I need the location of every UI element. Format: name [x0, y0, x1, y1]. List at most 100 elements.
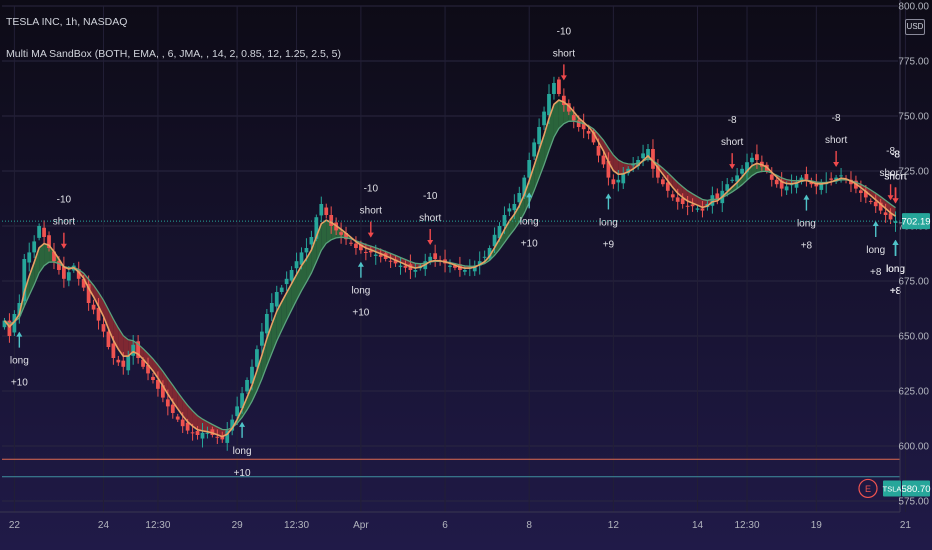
candle-body[interactable] — [393, 259, 398, 264]
candle-body[interactable] — [715, 193, 720, 200]
candle-body[interactable] — [784, 186, 789, 191]
candle-body[interactable] — [542, 111, 546, 126]
candle-body[interactable] — [264, 314, 269, 334]
candle-body[interactable] — [858, 190, 863, 193]
candle-body[interactable] — [730, 179, 735, 181]
indicator-title[interactable]: Multi MA SandBox (BOTH, EMA, , 6, JMA, ,… — [6, 48, 341, 60]
candle-body[interactable] — [180, 419, 185, 427]
candle-body[interactable] — [789, 184, 794, 186]
candle-body[interactable] — [591, 131, 596, 143]
candle-body[interactable] — [462, 270, 467, 272]
candle-body[interactable] — [22, 259, 27, 302]
candle-body[interactable] — [675, 197, 680, 202]
candle-body[interactable] — [725, 184, 730, 191]
candle-body[interactable] — [477, 261, 482, 266]
candle-body[interactable] — [136, 341, 141, 358]
candle-body[interactable] — [829, 178, 834, 180]
candle-body[interactable] — [616, 179, 621, 183]
candle-body[interactable] — [403, 265, 408, 268]
candle-body[interactable] — [448, 265, 452, 267]
candle-body[interactable] — [388, 260, 393, 262]
candle-body[interactable] — [156, 380, 160, 389]
candle-body[interactable] — [492, 234, 497, 247]
candle-body[interactable] — [651, 149, 655, 169]
candle-body[interactable] — [27, 252, 32, 263]
candle-body[interactable] — [324, 207, 329, 215]
candle-body[interactable] — [502, 215, 507, 226]
currency-button[interactable]: USD — [905, 19, 925, 35]
candle-body[interactable] — [250, 366, 254, 384]
candle-body[interactable] — [433, 253, 438, 259]
candle-body[interactable] — [586, 130, 591, 134]
candle-body[interactable] — [349, 242, 353, 244]
candle-body[interactable] — [96, 307, 101, 321]
candle-body[interactable] — [849, 179, 853, 185]
candle-body[interactable] — [576, 120, 581, 127]
candle-body[interactable] — [750, 157, 754, 163]
candle-body[interactable] — [294, 261, 299, 269]
candle-body[interactable] — [878, 202, 883, 211]
candle-body[interactable] — [17, 303, 22, 316]
candle-body[interactable] — [314, 217, 319, 239]
candle-body[interactable] — [245, 380, 249, 392]
candle-body[interactable] — [126, 355, 131, 371]
candle-body[interactable] — [631, 164, 636, 166]
symbol-title[interactable]: TESLA INC, 1h, NASDAQ — [6, 16, 128, 28]
candle-body[interactable] — [215, 436, 220, 438]
candle-body[interactable] — [106, 331, 111, 347]
candle-body[interactable] — [809, 181, 814, 185]
candle-body[interactable] — [641, 153, 645, 159]
candle-body[interactable] — [240, 393, 244, 409]
candle-body[interactable] — [690, 204, 695, 207]
candle-body[interactable] — [7, 320, 12, 336]
candle-body[interactable] — [428, 256, 433, 262]
earnings-badge[interactable] — [858, 478, 878, 499]
candle-body[interactable] — [497, 226, 502, 239]
candle-body[interactable] — [200, 432, 205, 439]
candle-body[interactable] — [512, 204, 517, 211]
candle-body[interactable] — [453, 265, 457, 268]
candle-body[interactable] — [205, 432, 210, 434]
candle-body[interactable] — [532, 142, 537, 157]
candle-body[interactable] — [819, 184, 824, 190]
candle-body[interactable] — [487, 248, 492, 259]
candle-body[interactable] — [398, 265, 403, 267]
candle-body[interactable] — [161, 385, 165, 398]
candle-body[interactable] — [482, 256, 487, 258]
candle-body[interactable] — [670, 194, 675, 198]
candle-body[interactable] — [621, 173, 626, 184]
candle-body[interactable] — [472, 265, 477, 272]
candle-body[interactable] — [527, 160, 532, 178]
candle-body[interactable] — [235, 406, 240, 417]
candle-body[interactable] — [284, 278, 289, 285]
candle-body[interactable] — [354, 243, 358, 248]
candle-body[interactable] — [769, 174, 774, 180]
candle-body[interactable] — [42, 227, 46, 237]
candle-body[interactable] — [606, 160, 611, 178]
candle-body[interactable] — [359, 244, 363, 251]
candle-body[interactable] — [146, 365, 150, 374]
candle-body[interactable] — [685, 205, 690, 207]
candle-body[interactable] — [596, 145, 601, 156]
candle-body[interactable] — [552, 83, 556, 94]
candle-body[interactable] — [255, 349, 259, 367]
candle-body[interactable] — [735, 175, 739, 182]
candle-body[interactable] — [304, 248, 309, 253]
candle-body[interactable] — [151, 376, 155, 380]
candle-body[interactable] — [101, 324, 106, 332]
candle-body[interactable] — [557, 79, 561, 94]
candles[interactable] — [2, 76, 898, 451]
candle-body[interactable] — [794, 182, 799, 188]
candle-body[interactable] — [279, 287, 284, 292]
candle-body[interactable] — [660, 179, 665, 185]
candle-body[interactable] — [745, 162, 749, 173]
candle-body[interactable] — [61, 266, 66, 279]
candle-body[interactable] — [47, 235, 51, 248]
candle-body[interactable] — [680, 198, 685, 204]
candle-body[interactable] — [566, 103, 571, 112]
candle-body[interactable] — [868, 200, 873, 202]
candle-body[interactable] — [344, 233, 348, 240]
candle-body[interactable] — [601, 155, 606, 165]
candle-body[interactable] — [2, 320, 7, 328]
